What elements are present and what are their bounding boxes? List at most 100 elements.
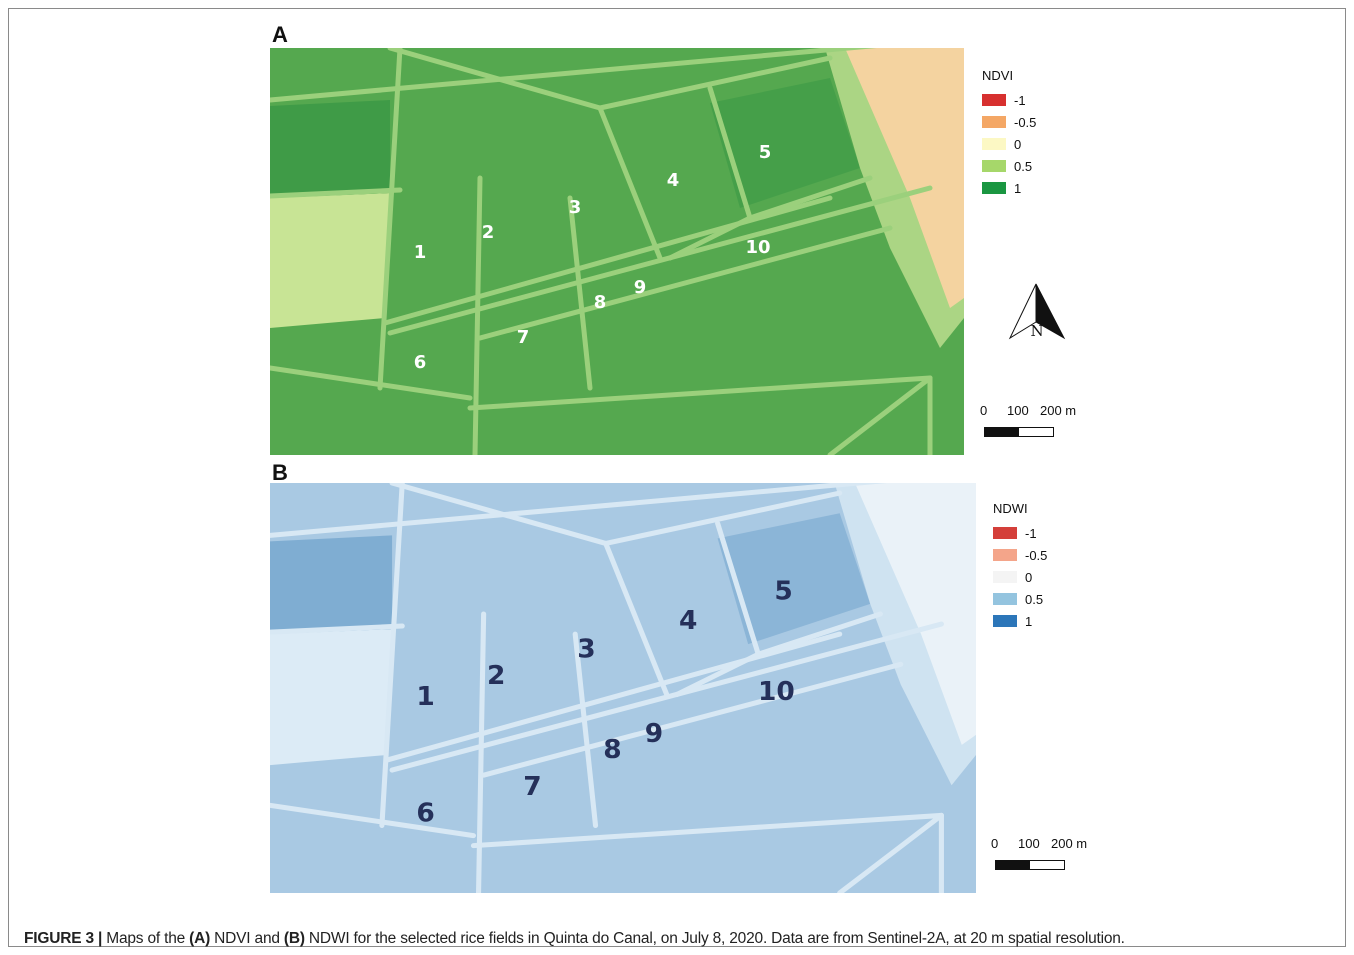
edge-band (845, 48, 964, 308)
field-boundary-road (715, 520, 761, 657)
legend-item: 1 (982, 177, 1036, 199)
legend-label: 1 (1025, 613, 1033, 629)
panel-b-letter: B (272, 460, 288, 485)
legend-swatch (982, 94, 1006, 106)
field-label-8: 8 (594, 292, 607, 313)
field-label-4: 4 (679, 606, 697, 636)
field-boundary-road (476, 611, 487, 893)
field-boundary-road (572, 631, 599, 829)
field-boundary-road (747, 175, 873, 221)
legend-label: 0.5 (1014, 158, 1033, 174)
field-boundary-road (270, 365, 473, 401)
field-boundary-road (755, 611, 883, 657)
figure-frame (8, 8, 1346, 947)
legend-swatch (982, 160, 1006, 172)
field-label-5: 5 (759, 142, 772, 163)
dark-field (710, 78, 860, 208)
north-letter: N (1030, 322, 1043, 340)
field-label-1: 1 (414, 242, 427, 263)
field-boundary-road (603, 490, 843, 546)
scale-label-200: 200 m (1040, 403, 1077, 418)
field-label-10: 10 (745, 237, 770, 258)
field-label-2: 2 (482, 222, 495, 243)
field-label-9: 9 (645, 719, 663, 749)
legend-label: -1 (1025, 525, 1037, 541)
panel-a-letter: A (272, 22, 288, 47)
legend-label: -0.5 (1025, 547, 1048, 563)
field-label-3: 3 (569, 197, 582, 218)
field-label-8: 8 (603, 735, 621, 765)
field-boundary-road (597, 55, 833, 111)
field-boundary-road (567, 195, 593, 391)
legend-item: 0.5 (982, 155, 1036, 177)
legend-title: NDWI (993, 501, 1028, 516)
scale-bar-b: 0 100 200 m (991, 836, 1087, 870)
field-label-6: 6 (414, 352, 427, 373)
caption-text-3: NDWI for the selected rice fields in Qui… (304, 930, 1125, 947)
legend-swatch (982, 182, 1006, 194)
scale-label-200: 200 m (1051, 836, 1088, 851)
legend-item: -0.5 (993, 544, 1047, 566)
field-boundary-road (470, 812, 944, 849)
field-boundary-road (382, 195, 833, 326)
scale-label-100: 100 (1018, 836, 1040, 851)
bare-area (270, 629, 393, 766)
dark-field (270, 535, 393, 635)
field-label-1: 1 (416, 682, 434, 712)
field-boundary-road (270, 623, 405, 635)
caption-text-1: Maps of the (102, 930, 190, 947)
field-boundary-road (384, 631, 843, 763)
legend-swatch (993, 593, 1017, 605)
dark-field (717, 513, 871, 645)
field-label-7: 7 (517, 327, 530, 348)
legend-swatch (993, 615, 1017, 627)
field-boundary-road (270, 187, 403, 199)
legend-label: -1 (1014, 92, 1026, 108)
ndwi-legend: NDWI -1 -0.5 0 0.5 1 (993, 501, 1047, 632)
field-boundary-road (603, 540, 670, 698)
legend-item: -0.5 (982, 111, 1036, 133)
legend-item: 0 (993, 566, 1047, 588)
legend-label: 0.5 (1025, 591, 1044, 607)
field-boundary-road (467, 375, 933, 411)
legend-label: 0 (1025, 569, 1033, 585)
field-boundary-road (389, 483, 609, 546)
legend-item: -1 (993, 522, 1047, 544)
field-boundary-road (379, 483, 405, 829)
scale-label-100: 100 (1007, 403, 1029, 418)
field-boundary-road (472, 175, 483, 455)
ndvi-legend: NDVI -1 -0.5 0 0.5 1 (982, 68, 1036, 199)
caption-text-2: NDVI and (210, 930, 284, 947)
field-boundary-road (597, 105, 663, 261)
legend-label: -0.5 (1014, 114, 1037, 130)
field-label-4: 4 (667, 170, 680, 191)
field-label-3: 3 (577, 635, 595, 665)
figure-caption: FIGURE 3 | Maps of the (A) NDVI and (B) … (24, 930, 1125, 948)
field-label-9: 9 (634, 277, 647, 298)
legend-swatch (982, 116, 1006, 128)
legend-swatch (982, 138, 1006, 150)
field-boundary-road (837, 812, 944, 893)
field-boundary-road (270, 802, 477, 839)
caption-panel-b-ref: (B) (283, 930, 305, 947)
legend-label: 0 (1014, 136, 1022, 152)
field-boundary-road (481, 661, 904, 778)
map-canvas: 1 2 3 4 5 6 7 8 9 10 (270, 48, 964, 455)
field-label-10: 10 (758, 677, 795, 707)
bare-area (270, 193, 390, 328)
legend-label: 1 (1014, 180, 1022, 196)
caption-panel-a-ref: (A) (189, 930, 211, 947)
field-boundary-road (674, 651, 761, 698)
field-boundary-road (387, 48, 603, 111)
scale-bar-a: 0 100 200 m (980, 403, 1076, 437)
field-boundary-road (827, 375, 933, 455)
field-label-5: 5 (774, 576, 792, 606)
dark-field (270, 100, 390, 198)
north-arrow-icon: N (1008, 283, 1066, 340)
field-boundary-road (270, 48, 877, 103)
field-boundary-road (377, 48, 403, 391)
edge-band (854, 483, 976, 745)
field-label-6: 6 (416, 799, 434, 829)
ndwi-map: 1 2 3 4 5 6 7 8 9 10 (270, 483, 976, 893)
